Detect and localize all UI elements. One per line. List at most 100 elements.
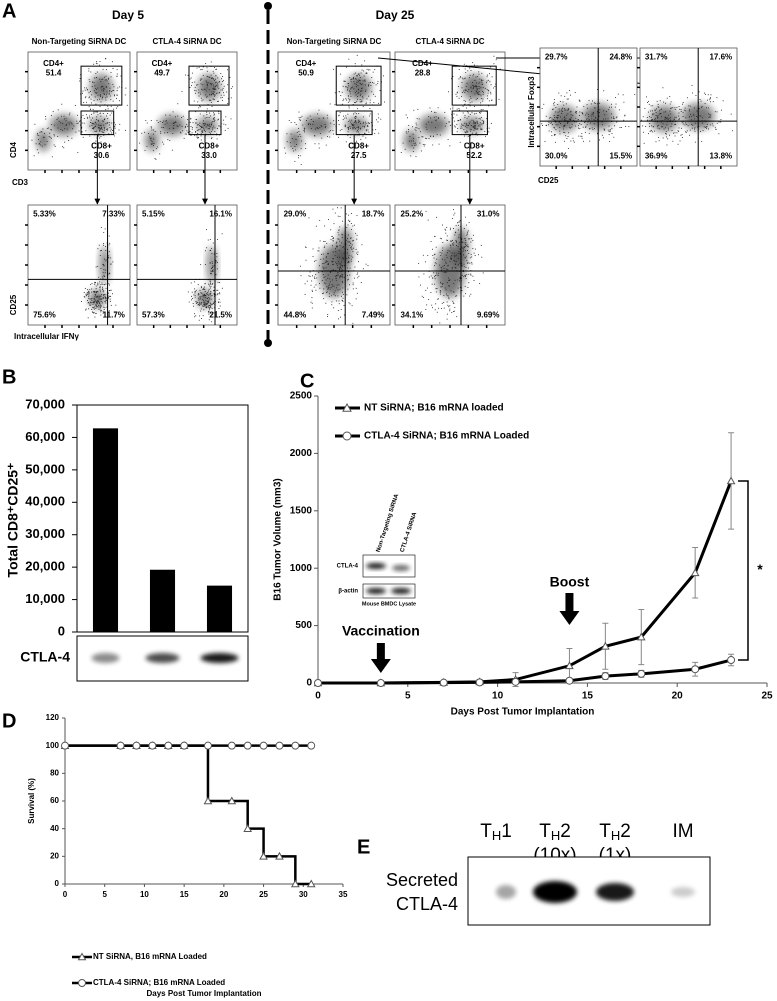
cell-dot [100,115,102,117]
cell-dot [220,94,222,96]
cell-dot [204,88,205,90]
cell-dot [685,117,687,119]
cell-dot [470,273,472,275]
cell-dot [118,129,120,131]
cell-dot [213,125,215,127]
y-tick-label: 100 [46,741,60,750]
cell-dot [607,99,609,101]
marker [259,741,268,750]
cell-dot [359,101,361,103]
cell-dot [676,107,678,108]
cell-dot [667,129,669,131]
cell-dot [50,129,52,130]
cell-dot [608,131,610,133]
cell-dot [202,294,204,296]
cell-dot [560,123,561,124]
cell-dot [103,90,105,92]
cell-dot [338,229,340,231]
cell-dot [485,135,486,137]
cell-dot [553,134,555,136]
cell-dot [611,133,613,135]
cell-dot [588,116,590,118]
cell-dot [210,305,212,307]
cell-dot [591,112,593,114]
cell-dot [694,128,695,130]
cell-dot [699,115,701,117]
cell-dot [463,295,465,297]
cell-dot [596,111,598,113]
cell-dot [350,213,352,214]
cell-dot [491,99,493,101]
cell-dot [211,271,213,272]
cell-dot [105,75,107,77]
cell-dot [660,113,662,114]
cell-dot [103,290,105,292]
cell-cloud [139,61,233,160]
cell-dot [454,212,456,214]
cell-dot [159,153,161,155]
cell-dot [368,84,370,86]
cell-dot [63,118,65,120]
cell-dot [221,233,223,235]
cell-dot [453,113,455,115]
cell-dot [435,246,437,248]
cell-dot [206,306,208,308]
cell-dot [467,91,469,92]
marker [306,879,316,888]
cell-dot [215,81,217,83]
lane-label-main: T [480,821,492,842]
cell-dot [464,131,466,133]
panel-label: E [357,836,370,858]
cell-dot [348,260,350,262]
cell-dot [478,82,480,84]
cell-dot [588,100,590,102]
cell-dot [315,225,317,227]
cell-dot [207,302,209,304]
cell-dot [344,276,346,278]
cell-dot [582,126,584,128]
cell-dot [461,87,463,89]
cell-dot [470,87,472,89]
cell-dot [356,126,358,128]
cell-dot [479,78,481,80]
cell-dot [202,89,204,91]
blot-band [145,653,180,663]
cell-dot [100,314,102,316]
cell-dot [349,220,351,222]
cell-dot [83,296,85,298]
cell-dot [338,300,340,302]
blot-band [596,883,634,901]
cell-dot [342,119,344,121]
cell-dot [102,132,104,134]
cell-dot [99,290,101,292]
cell-dot [310,284,312,286]
cell-dot [199,296,201,298]
cell-dot [451,114,453,116]
cell-dot [437,107,439,109]
cell-dot [337,310,339,311]
cell-dot [356,82,358,84]
cell-dot [293,150,294,152]
cell-dot [222,99,223,101]
cell-dot [548,124,549,126]
cell-dot [300,119,302,121]
cell-dot [210,282,212,284]
cell-dot [85,114,87,116]
cell-dot [448,285,450,287]
cell-dot [562,107,563,109]
cell-dot [706,127,708,129]
cell-dot [374,69,376,71]
cell-dot [93,312,95,314]
cell-dot [581,112,583,113]
cell-dot [211,84,212,86]
cell-dot [202,305,204,307]
cell-dot [97,284,98,286]
cell-dot [89,81,91,83]
cell-dot [361,90,363,92]
cell-dot [342,100,344,102]
cell-dot [694,130,696,132]
cell-dot [361,96,363,98]
cell-dot [184,127,186,129]
cell-dot [99,64,101,66]
cell-dot [98,128,100,130]
